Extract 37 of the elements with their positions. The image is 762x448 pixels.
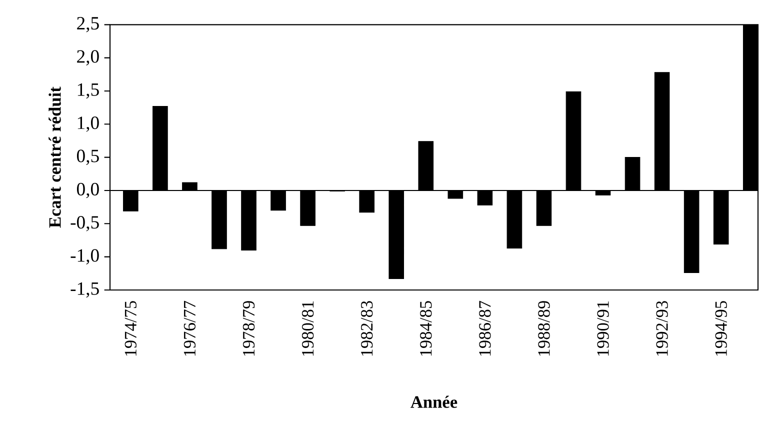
bar — [684, 190, 700, 274]
y-tick-label: -1,0 — [70, 249, 99, 264]
x-tick-label: 1976/77 — [184, 300, 196, 356]
y-tick-label: 1,0 — [78, 116, 99, 132]
bar — [270, 190, 286, 211]
x-axis-title: Année — [410, 396, 458, 408]
bar — [477, 190, 493, 206]
bar — [566, 91, 582, 191]
bar — [506, 190, 522, 248]
y-tick-label: 2,5 — [77, 17, 99, 32]
bar — [713, 190, 729, 244]
x-tick-label: 1986/87 — [479, 300, 491, 356]
bar — [624, 157, 640, 191]
y-tick-label: 0,0 — [76, 182, 99, 198]
x-tick-label: 1980/81 — [302, 301, 314, 356]
bar — [300, 190, 316, 226]
bar — [536, 190, 552, 226]
x-tick-label: 1974/75 — [124, 301, 136, 356]
x-tick-label: 1988/89 — [538, 301, 550, 356]
y-tick-label: -1,5 — [70, 282, 99, 298]
bar — [654, 72, 670, 191]
x-tick-label: 1978/79 — [242, 301, 255, 356]
y-axis-title: Ecart centré réduit — [48, 86, 61, 228]
bar — [418, 141, 434, 191]
x-tick-label: 1994/95 — [715, 301, 727, 356]
bar — [241, 190, 256, 250]
y-tick-label: 0,5 — [76, 150, 99, 165]
bar — [359, 190, 374, 213]
x-tick-label: 1984/85 — [420, 301, 432, 356]
x-tick-label: 1982/83 — [361, 301, 373, 356]
y-tick-label: -0,5 — [70, 216, 99, 232]
x-tick-label: 1992/93 — [656, 301, 668, 356]
bar — [152, 106, 168, 191]
bar — [212, 190, 227, 250]
y-tick-label: 2,0 — [77, 50, 99, 66]
x-tick-label: 1990/91 — [597, 301, 609, 356]
y-tick-label: 1,5 — [78, 83, 99, 99]
